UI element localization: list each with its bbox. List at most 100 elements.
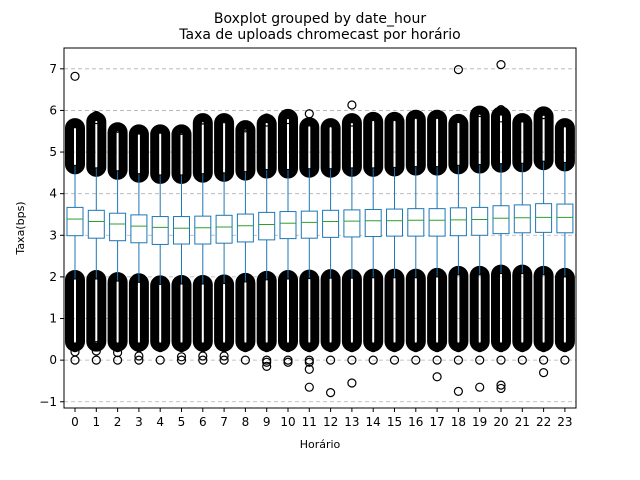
outlier-band-high	[363, 111, 384, 177]
outlier-point	[262, 343, 272, 353]
x-axis-ticks: 0 1 2 3 4 5 6 7 8 9 10 11 12 13 14 15 16 17 18 19 20 21 22 23	[71, 408, 573, 429]
box	[258, 211, 276, 241]
outlier-point	[517, 355, 527, 365]
x-tick-label: 20	[493, 415, 508, 429]
outlier-point	[326, 355, 336, 365]
outlier-point	[517, 113, 527, 123]
outlier-band-low	[192, 274, 213, 352]
outlier-point	[453, 355, 463, 365]
outlier-point	[176, 125, 187, 136]
box	[322, 209, 340, 238]
outlier-band-high	[554, 118, 575, 172]
box	[343, 209, 361, 238]
x-tick-label: 6	[199, 415, 207, 429]
outlier-point	[134, 355, 144, 365]
box	[556, 203, 574, 234]
x-tick-label: 0	[71, 415, 79, 429]
outlier-band-low	[469, 265, 490, 352]
outlier-band-low	[299, 269, 320, 352]
outlier-point	[219, 114, 229, 124]
y-axis-label: Taxa(bps)	[14, 201, 27, 255]
outlier-band-high	[320, 118, 341, 178]
box	[535, 203, 553, 233]
outlier-point	[326, 343, 336, 353]
outlier-band-high	[278, 108, 298, 179]
outlier-point	[70, 119, 80, 129]
outlier-point	[304, 355, 314, 365]
x-axis-label: Horário	[300, 438, 341, 451]
outlier-point	[219, 355, 229, 365]
x-tick-label: 23	[557, 415, 572, 429]
y-tick-label: 1	[49, 312, 57, 326]
box	[109, 212, 127, 242]
y-gridlines	[64, 68, 576, 403]
chart-title: Taxa de uploads chromecast por horário	[178, 27, 461, 43]
outlier-band-low	[363, 268, 384, 352]
outlier-point	[134, 343, 144, 353]
boxes	[66, 160, 574, 285]
outlier-point	[411, 343, 421, 353]
outlier-point	[70, 343, 80, 353]
box	[279, 211, 297, 240]
y-tick-label: 3	[49, 228, 57, 242]
outlier-point	[432, 372, 442, 382]
outlier-band-high	[427, 109, 448, 176]
x-tick-label: 11	[302, 415, 317, 429]
outlier-point	[304, 364, 314, 374]
outlier-point	[134, 125, 144, 135]
y-tick-label: 4	[49, 187, 57, 201]
x-tick-label: 4	[156, 415, 164, 429]
x-tick-label: 14	[366, 415, 381, 429]
outlier-point	[198, 355, 208, 365]
outlier-band-high	[65, 118, 85, 175]
outlier-point	[538, 109, 549, 120]
outlier-point	[155, 343, 165, 353]
outlier-band-high	[192, 113, 213, 183]
outlier-point	[283, 357, 293, 367]
outlier-point	[283, 114, 293, 125]
outlier-point	[326, 388, 336, 398]
x-tick-label: 10	[280, 415, 295, 429]
outlier-point	[91, 114, 101, 125]
x-tick-label: 18	[451, 415, 466, 429]
box	[66, 206, 84, 237]
x-tick-label: 7	[220, 415, 228, 429]
outlier-point	[91, 340, 101, 351]
outlier-point	[176, 355, 187, 365]
box	[471, 206, 489, 236]
outlier-point	[176, 352, 187, 362]
outlier-band-high	[256, 113, 277, 179]
box	[194, 215, 212, 245]
y-tick-label: 6	[49, 103, 57, 117]
outlier-points	[70, 60, 570, 398]
box	[492, 205, 510, 235]
outlier-point	[91, 110, 101, 121]
outlier-point	[347, 117, 357, 127]
outlier-band-low	[107, 272, 128, 352]
outlier-point	[240, 343, 250, 353]
outlier-band-high	[405, 109, 426, 176]
outlier-point	[219, 343, 229, 353]
outlier-point	[304, 343, 314, 353]
outlier-point	[475, 343, 485, 353]
x-tick-label: 12	[323, 415, 338, 429]
outlier-band-low	[405, 268, 426, 352]
outlier-point	[411, 355, 421, 365]
outlier-band-low	[150, 275, 171, 352]
outlier-point	[198, 115, 208, 125]
outlier-point	[262, 355, 272, 365]
outlier-point	[91, 355, 101, 365]
outlier-point	[70, 71, 80, 81]
outlier-band-high	[469, 105, 490, 174]
y-tick-label: 5	[49, 145, 57, 159]
outlier-point	[240, 355, 250, 365]
box	[386, 208, 403, 237]
outlier-band-high	[171, 124, 192, 184]
outlier-band-low	[128, 273, 149, 352]
outlier-point	[176, 343, 187, 353]
outlier-point	[112, 343, 123, 353]
x-tick-label: 21	[515, 415, 530, 429]
y-tick-label: −1	[39, 395, 57, 409]
box	[407, 208, 425, 237]
